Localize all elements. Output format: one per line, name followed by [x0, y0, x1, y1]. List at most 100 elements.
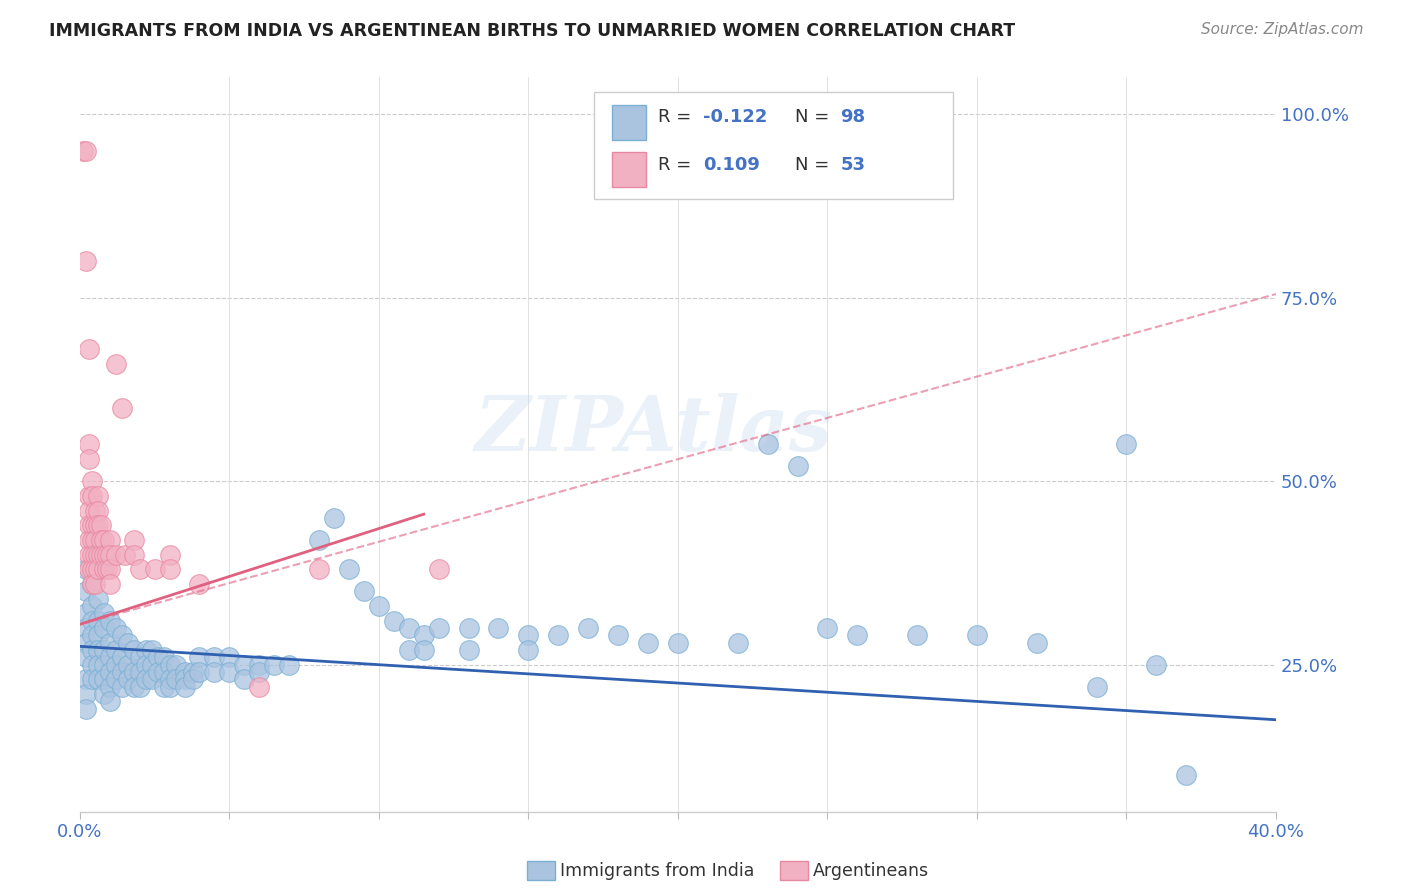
- Point: [966, 628, 988, 642]
- Point: [457, 621, 479, 635]
- Point: [80, 548, 103, 562]
- Point: [87, 562, 110, 576]
- Point: [159, 680, 181, 694]
- Point: [159, 548, 181, 562]
- Point: [83, 518, 105, 533]
- Text: Immigrants from India: Immigrants from India: [560, 862, 754, 880]
- Point: [75, 687, 97, 701]
- Point: [576, 621, 599, 635]
- Point: [141, 657, 163, 672]
- Point: [846, 628, 869, 642]
- Point: [75, 254, 97, 268]
- Point: [72, 144, 94, 158]
- Point: [80, 614, 103, 628]
- Point: [128, 650, 150, 665]
- Point: [87, 643, 110, 657]
- Point: [173, 665, 195, 679]
- Point: [98, 577, 121, 591]
- Point: [427, 562, 450, 576]
- Point: [398, 621, 420, 635]
- Bar: [612, 152, 645, 187]
- Point: [122, 680, 145, 694]
- Point: [83, 562, 105, 576]
- Point: [75, 562, 97, 576]
- Point: [146, 650, 169, 665]
- Point: [152, 665, 174, 679]
- Point: [135, 657, 157, 672]
- Point: [111, 680, 134, 694]
- Point: [98, 694, 121, 708]
- Text: 53: 53: [841, 156, 866, 174]
- Point: [128, 665, 150, 679]
- Point: [93, 657, 115, 672]
- Point: [111, 665, 134, 679]
- Point: [128, 680, 150, 694]
- Point: [188, 665, 211, 679]
- Point: [75, 650, 97, 665]
- Point: [98, 562, 121, 576]
- Point: [83, 577, 105, 591]
- Point: [80, 599, 103, 613]
- Point: [93, 533, 115, 547]
- Point: [87, 548, 110, 562]
- Point: [188, 650, 211, 665]
- Point: [1175, 768, 1198, 782]
- Point: [93, 562, 115, 576]
- Point: [87, 673, 110, 687]
- Point: [204, 650, 226, 665]
- Point: [77, 548, 100, 562]
- Point: [122, 665, 145, 679]
- Point: [159, 673, 181, 687]
- Point: [143, 562, 166, 576]
- Text: N =: N =: [796, 156, 835, 174]
- Point: [263, 657, 285, 672]
- Point: [87, 628, 110, 642]
- Point: [104, 621, 127, 635]
- Point: [183, 673, 205, 687]
- Point: [93, 673, 115, 687]
- Point: [905, 628, 928, 642]
- Point: [117, 635, 139, 649]
- Point: [104, 673, 127, 687]
- Point: [98, 665, 121, 679]
- Point: [308, 562, 330, 576]
- Point: [83, 533, 105, 547]
- Point: [117, 657, 139, 672]
- Point: [111, 401, 134, 415]
- Point: [756, 437, 779, 451]
- Point: [77, 342, 100, 356]
- Point: [128, 562, 150, 576]
- Point: [1144, 657, 1167, 672]
- Point: [337, 562, 360, 576]
- Point: [218, 665, 240, 679]
- Text: R =: R =: [658, 156, 703, 174]
- Point: [90, 518, 112, 533]
- Point: [152, 680, 174, 694]
- Point: [80, 628, 103, 642]
- Point: [727, 635, 749, 649]
- Point: [398, 643, 420, 657]
- Text: N =: N =: [796, 108, 835, 126]
- Point: [308, 533, 330, 547]
- Point: [96, 562, 118, 576]
- Point: [247, 665, 270, 679]
- Point: [141, 643, 163, 657]
- Point: [93, 687, 115, 701]
- Point: [98, 650, 121, 665]
- Point: [122, 643, 145, 657]
- Point: [382, 614, 405, 628]
- Point: [75, 635, 97, 649]
- Point: [104, 657, 127, 672]
- Point: [80, 489, 103, 503]
- Point: [427, 621, 450, 635]
- FancyBboxPatch shape: [595, 92, 953, 199]
- Text: Argentineans: Argentineans: [813, 862, 929, 880]
- Point: [77, 489, 100, 503]
- Point: [87, 489, 110, 503]
- Point: [122, 548, 145, 562]
- Text: IMMIGRANTS FROM INDIA VS ARGENTINEAN BIRTHS TO UNMARRIED WOMEN CORRELATION CHART: IMMIGRANTS FROM INDIA VS ARGENTINEAN BIR…: [49, 22, 1015, 40]
- Point: [1025, 635, 1047, 649]
- Point: [87, 591, 110, 606]
- Point: [90, 548, 112, 562]
- Point: [75, 607, 97, 621]
